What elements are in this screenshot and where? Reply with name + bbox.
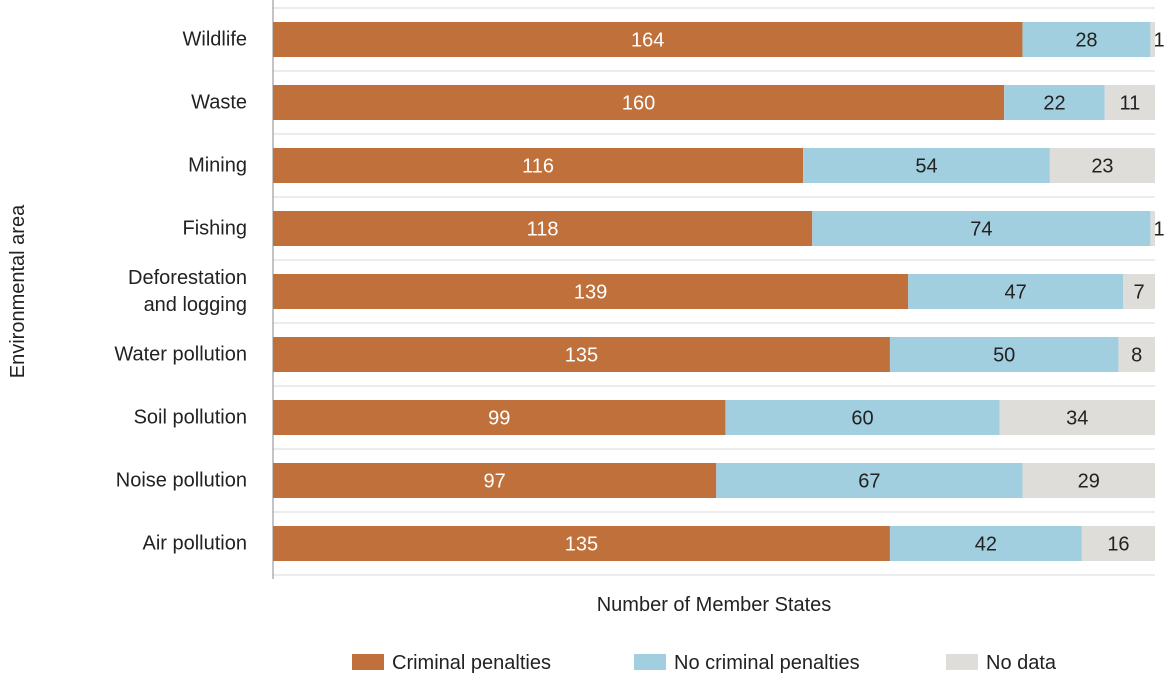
category-label-line: Deforestation [128,267,247,289]
legend-swatch [352,654,384,670]
bar-segment [273,526,890,561]
data-label: 47 [1004,282,1026,304]
bar-segment [273,211,813,246]
category-label: Soil pollution [134,407,247,429]
bar-group: 135 42 16 [273,526,1155,561]
data-label: 135 [565,345,598,367]
data-label: 67 [858,471,880,493]
bar-group: 135 50 8 [273,337,1155,372]
bar-segment [1118,337,1155,372]
data-label: 54 [915,156,937,178]
legend-label: Criminal penalties [392,652,551,674]
bar-segment [1150,22,1155,57]
data-label: 22 [1043,93,1065,115]
category-label: Wildlife [183,29,247,51]
data-label: 135 [565,534,598,556]
grid-lines [273,7,1155,576]
category-label-line: Noise pollution [116,470,247,492]
data-label: 50 [993,345,1015,367]
data-label: 23 [1091,156,1113,178]
data-label: 1 [1153,30,1164,52]
bar-segment [889,526,1082,561]
category-label-line: Waste [191,92,247,114]
data-label: 139 [574,282,607,304]
legend-label: No criminal penalties [674,652,860,674]
bar-segment [908,274,1124,309]
bar-segment [1123,274,1155,309]
data-label: 60 [851,408,873,430]
bar-segment [725,400,1000,435]
bar-segment [273,463,717,498]
data-label: 42 [975,534,997,556]
bar-group: 160 22 11 [273,85,1155,120]
category-label: Noise pollution [116,470,247,492]
category-label-line: Mining [188,155,247,177]
bar-segment [1004,85,1105,120]
category-label: Mining [188,155,247,177]
bar-group: 116 54 23 [273,148,1155,183]
category-label-line: Wildlife [183,29,247,51]
data-label: 29 [1078,471,1100,493]
bar-segment [1081,526,1155,561]
legend-item: Criminal penalties [352,652,551,674]
data-label: 7 [1133,282,1144,304]
category-labels: Wildlife Waste Mining Fishing Deforestation a… [114,29,247,555]
bar-group: 97 67 29 [273,463,1155,498]
bar-segment [1022,463,1155,498]
category-label-line: and logging [144,294,247,316]
bar-segment [1022,22,1151,57]
y-axis-title: Environmental area [7,204,29,378]
bar-segment [889,337,1119,372]
bar-segment [716,463,1023,498]
data-label: 116 [522,156,554,178]
category-label: Water pollution [114,344,247,366]
data-label: 160 [622,93,655,115]
legend-label: No data [986,652,1057,674]
bar-group: 118 74 1 [273,211,1165,246]
category-label: Fishing [183,218,247,240]
data-label: 8 [1131,345,1142,367]
data-label: 16 [1107,534,1129,556]
category-label: Air pollution [142,533,247,555]
bar-segment [273,85,1005,120]
bar-segment [1150,211,1155,246]
legend-swatch [946,654,978,670]
data-label: 99 [488,408,510,430]
data-label: 1 [1153,219,1164,241]
bar-group: 164 28 1 [273,22,1165,57]
bar-group: 139 47 7 [273,274,1155,309]
bar-segment [1049,148,1155,183]
legend-swatch [634,654,666,670]
data-label: 74 [970,219,992,241]
bars: 164 28 1 160 22 11 116 54 23 118 74 1 139 47 7 135 50 8 99… [273,22,1165,561]
bar-segment [1104,85,1155,120]
data-label: 164 [631,30,664,52]
bar-segment [273,22,1023,57]
x-axis-title: Number of Member States [597,594,832,616]
category-label-line: Water pollution [114,344,247,366]
bar-segment [812,211,1151,246]
legend-item: No criminal penalties [634,652,860,674]
data-label: 28 [1075,30,1097,52]
category-label: Waste [191,92,247,114]
data-label: 97 [484,471,506,493]
category-label-line: Fishing [183,218,247,240]
legend: Criminal penalties No criminal penalties N… [352,652,1057,674]
category-label-line: Soil pollution [134,407,247,429]
data-label: 11 [1119,93,1140,115]
bar-segment [273,148,804,183]
bar-segment [273,274,909,309]
category-label: Deforestation and logging [128,267,247,316]
bar-segment [999,400,1155,435]
data-label: 34 [1066,408,1088,430]
bar-segment [803,148,1050,183]
category-label-line: Air pollution [142,533,247,555]
bar-group: 99 60 34 [273,400,1155,435]
legend-item: No data [946,652,1057,674]
data-label: 118 [527,219,559,241]
bar-segment [273,337,890,372]
bar-segment [273,400,726,435]
